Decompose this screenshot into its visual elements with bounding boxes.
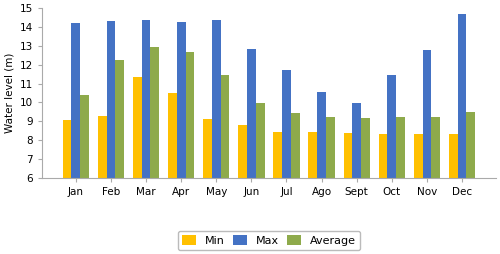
Bar	[308, 132, 317, 178]
Bar	[212, 20, 220, 178]
Bar	[116, 60, 124, 178]
Bar	[344, 133, 352, 178]
Bar	[449, 134, 458, 178]
Bar	[422, 50, 432, 178]
Bar	[220, 75, 230, 178]
Bar	[466, 112, 475, 178]
Bar	[186, 52, 194, 178]
Bar	[62, 120, 72, 178]
Bar	[326, 117, 335, 178]
Bar	[168, 93, 176, 178]
Bar	[238, 125, 247, 178]
Y-axis label: Water level (m): Water level (m)	[4, 53, 14, 133]
Bar	[352, 103, 361, 178]
Bar	[150, 47, 159, 178]
Bar	[106, 21, 116, 178]
Bar	[291, 113, 300, 178]
Bar	[388, 75, 396, 178]
Bar	[247, 49, 256, 178]
Bar	[176, 22, 186, 178]
Bar	[133, 77, 141, 178]
Legend: Min, Max, Average: Min, Max, Average	[178, 231, 360, 250]
Bar	[203, 119, 212, 178]
Bar	[361, 118, 370, 178]
Bar	[317, 92, 326, 178]
Bar	[98, 116, 106, 178]
Bar	[378, 134, 388, 178]
Bar	[274, 132, 282, 178]
Bar	[142, 20, 150, 178]
Bar	[256, 103, 264, 178]
Bar	[80, 95, 89, 178]
Bar	[432, 117, 440, 178]
Bar	[458, 14, 466, 178]
Bar	[396, 118, 405, 178]
Bar	[414, 134, 422, 178]
Bar	[282, 70, 291, 178]
Bar	[72, 23, 80, 178]
